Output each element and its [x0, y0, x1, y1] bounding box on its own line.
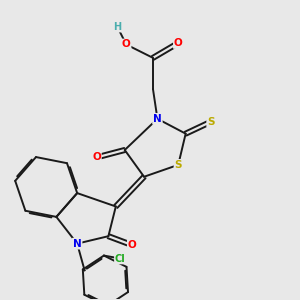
Text: N: N [73, 238, 82, 249]
Text: O: O [92, 152, 101, 162]
Text: H: H [113, 22, 122, 32]
Text: S: S [175, 160, 182, 170]
Text: Cl: Cl [115, 254, 126, 263]
Text: S: S [207, 117, 215, 127]
Text: O: O [128, 240, 136, 250]
Text: N: N [153, 114, 162, 124]
Text: O: O [174, 38, 183, 48]
Text: O: O [122, 40, 130, 50]
